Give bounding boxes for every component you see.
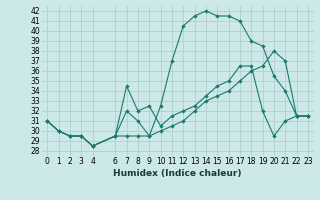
X-axis label: Humidex (Indice chaleur): Humidex (Indice chaleur)	[113, 169, 242, 178]
